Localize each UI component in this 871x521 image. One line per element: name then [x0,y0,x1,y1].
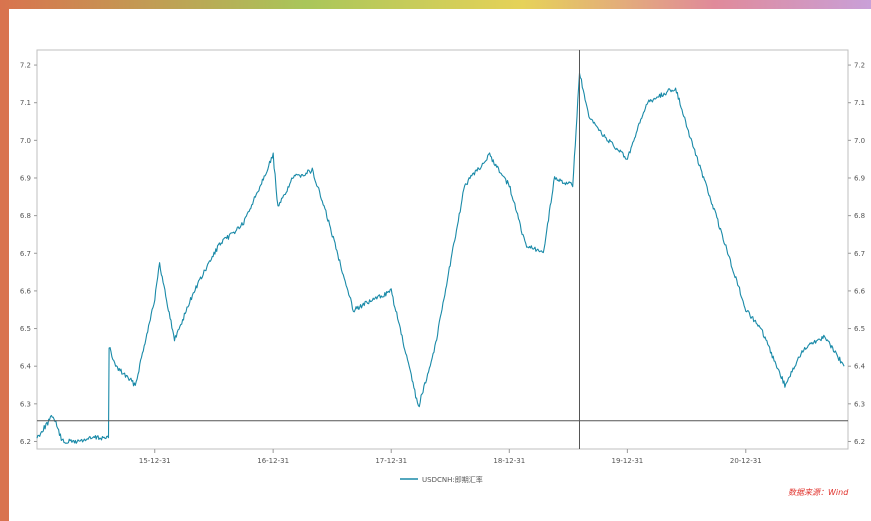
y-tick-label-right: 7.2 [854,62,865,70]
y-tick-label-right: 6.9 [854,174,865,182]
series-group [37,73,844,443]
x-tick-label: 15-12-31 [139,457,171,465]
y-tick-label-right: 6.4 [854,363,866,371]
y-tick-label-left: 6.5 [20,325,31,333]
x-tick-label: 19-12-31 [611,457,643,465]
y-tick-label-left: 6.6 [20,287,32,295]
y-tick-label-left: 6.9 [20,174,31,182]
y-tick-label-right: 6.2 [854,438,865,446]
y-tick-label-left: 6.7 [20,250,31,258]
y-axis-left: 6.2 6.3 6.4 6.5 6.6 6.7 6.8 6.9 7.0 7.1 7.2 [20,62,37,446]
y-tick-label-right: 7.0 [854,137,865,145]
y-tick-label-left: 7.0 [20,137,31,145]
x-tick-label: 18-12-31 [493,457,525,465]
series-line [37,73,844,443]
y-tick-label-right: 6.3 [854,400,865,408]
y-tick-label-right: 7.1 [854,99,865,107]
legend: USDCNH:即期汇率 [400,475,483,484]
x-tick-label: 16-12-31 [257,457,289,465]
y-tick-label-left: 7.1 [20,99,31,107]
y-tick-label-left: 6.3 [20,400,31,408]
source-note: 数据来源：Wind [788,487,848,498]
y-tick-label-right: 6.7 [854,250,865,258]
x-axis: 15-12-31 16-12-31 17-12-31 18-12-31 19-12-31… [139,449,762,465]
x-tick-label: 17-12-31 [375,457,407,465]
y-tick-label-right: 6.6 [854,287,866,295]
x-tick-label: 20-12-31 [730,457,762,465]
y-tick-label-left: 6.8 [20,212,31,220]
y-tick-label-right: 6.8 [854,212,865,220]
legend-label: USDCNH:即期汇率 [422,475,483,484]
y-axis-right: 6.2 6.3 6.4 6.5 6.6 6.7 6.8 6.9 7.0 7.1 7.2 [848,62,866,446]
y-tick-label-left: 6.4 [20,363,32,371]
y-tick-label-left: 6.2 [20,438,31,446]
y-tick-label-left: 7.2 [20,62,31,70]
y-tick-label-right: 6.5 [854,325,865,333]
